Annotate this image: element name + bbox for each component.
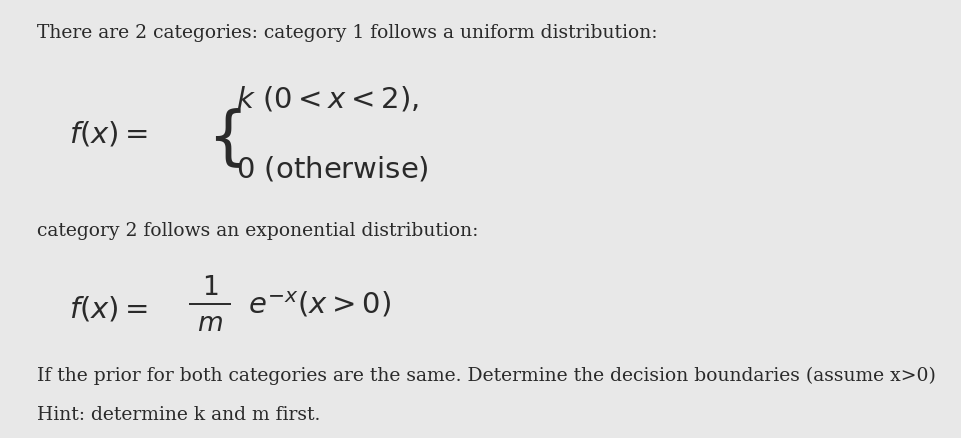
Text: Hint: determine k and m first.: Hint: determine k and m first. — [37, 405, 320, 423]
Text: $f(x) =$: $f(x) =$ — [69, 294, 148, 323]
Text: $k\ (0 < x < 2),$: $k\ (0 < x < 2),$ — [235, 84, 418, 113]
Text: $m$: $m$ — [197, 311, 222, 336]
Text: category 2 follows an exponential distribution:: category 2 follows an exponential distri… — [37, 221, 478, 239]
Text: There are 2 categories: category 1 follows a uniform distribution:: There are 2 categories: category 1 follo… — [37, 24, 656, 42]
Text: If the prior for both categories are the same. Determine the decision boundaries: If the prior for both categories are the… — [37, 366, 934, 384]
Text: $0\ \mathrm{(otherwise)}$: $0\ \mathrm{(otherwise)}$ — [235, 154, 428, 183]
Text: $f(x) =$: $f(x) =$ — [69, 119, 148, 148]
Text: $\{$: $\{$ — [207, 106, 241, 170]
Text: $1$: $1$ — [201, 275, 218, 299]
Text: $e^{-x}(x > 0)$: $e^{-x}(x > 0)$ — [248, 290, 391, 319]
